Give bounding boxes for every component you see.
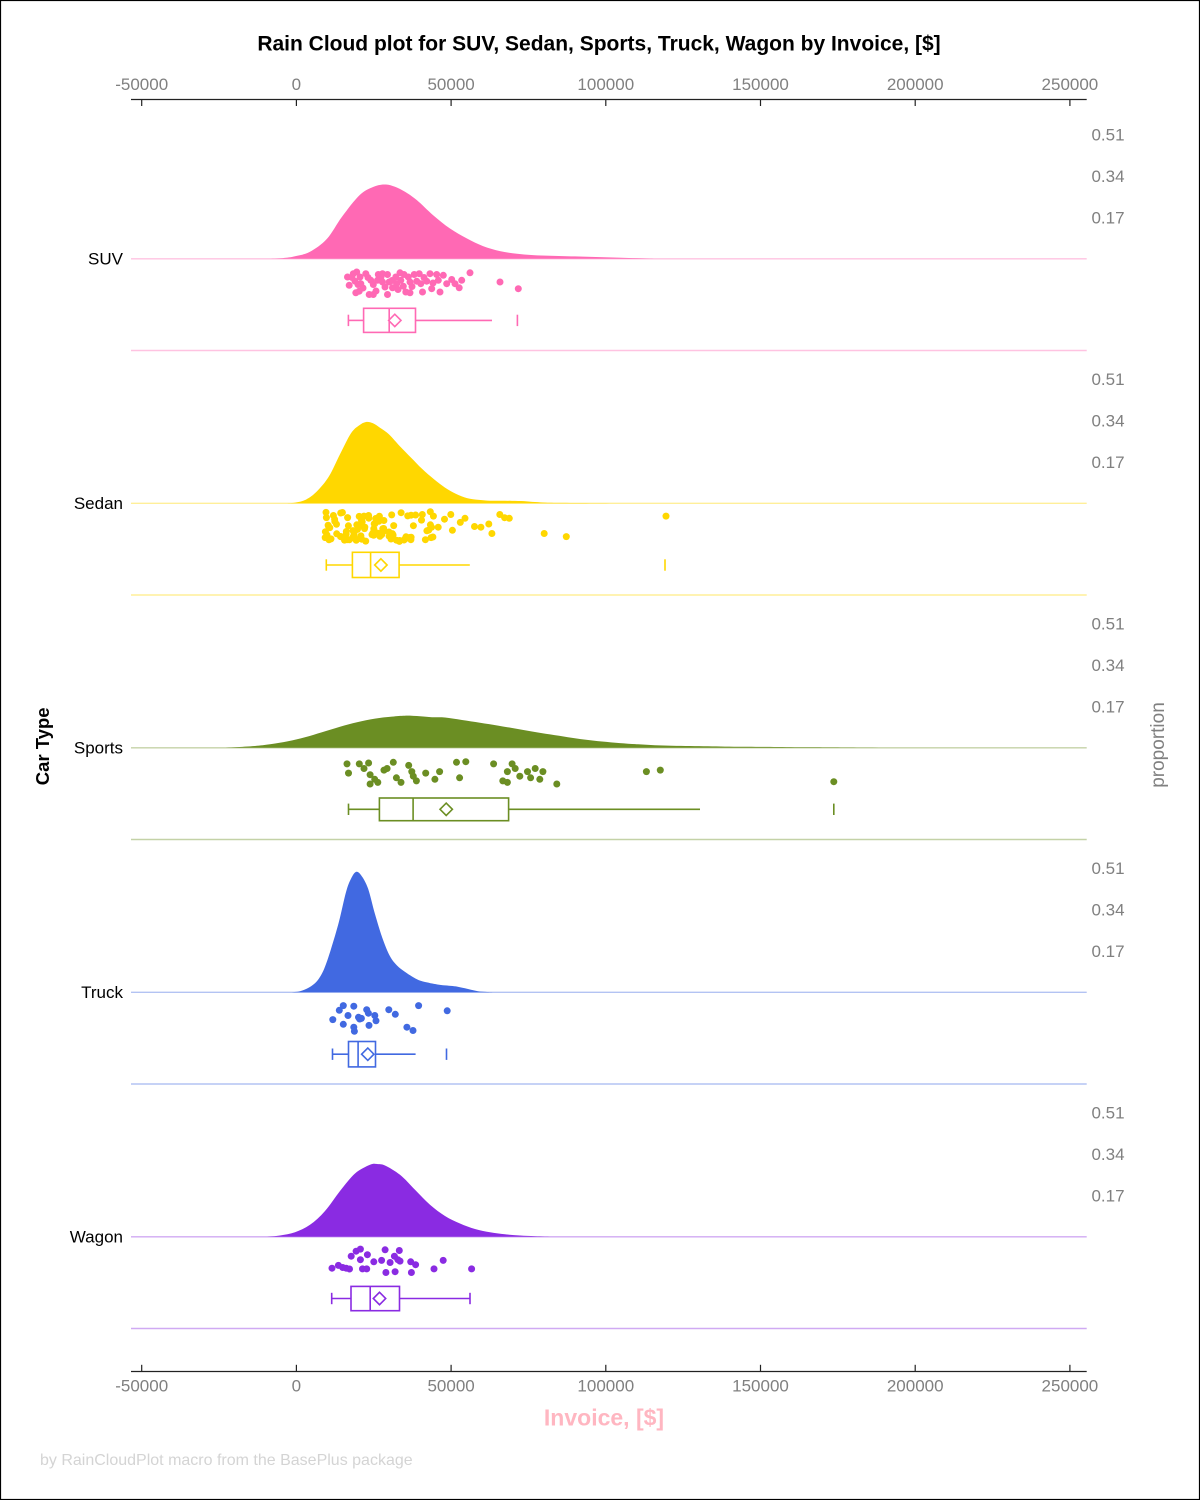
svg-text:0.51: 0.51 (1091, 1103, 1124, 1122)
svg-text:-50000: -50000 (115, 75, 168, 94)
svg-text:0.17: 0.17 (1091, 942, 1124, 961)
svg-text:0.17: 0.17 (1091, 453, 1124, 472)
svg-text:0.17: 0.17 (1091, 209, 1124, 228)
svg-text:50000: 50000 (427, 75, 474, 94)
svg-text:250000: 250000 (1042, 1376, 1099, 1395)
svg-text:0.34: 0.34 (1091, 167, 1124, 186)
svg-text:Car Type: Car Type (32, 707, 53, 785)
svg-text:150000: 150000 (732, 75, 789, 94)
svg-text:0: 0 (292, 75, 301, 94)
svg-text:0.34: 0.34 (1091, 656, 1124, 675)
svg-text:0.34: 0.34 (1091, 1145, 1124, 1164)
svg-text:0.51: 0.51 (1091, 614, 1124, 633)
svg-text:250000: 250000 (1042, 75, 1099, 94)
svg-text:200000: 200000 (887, 75, 944, 94)
svg-text:0.17: 0.17 (1091, 698, 1124, 717)
svg-text:0.34: 0.34 (1091, 412, 1124, 431)
svg-text:200000: 200000 (887, 1376, 944, 1395)
svg-text:Invoice, [$]: Invoice, [$] (544, 1404, 664, 1430)
svg-text:0.17: 0.17 (1091, 1187, 1124, 1206)
svg-text:by RainCloudPlot macro from th: by RainCloudPlot macro from the BasePlus… (40, 1452, 413, 1469)
svg-text:Sedan: Sedan (74, 494, 123, 513)
svg-text:0.34: 0.34 (1091, 900, 1124, 919)
svg-text:-50000: -50000 (115, 1376, 168, 1395)
svg-text:SUV: SUV (88, 249, 124, 268)
svg-text:150000: 150000 (732, 1376, 789, 1395)
svg-text:50000: 50000 (427, 1376, 474, 1395)
svg-text:Sports: Sports (74, 738, 123, 757)
svg-text:Rain Cloud plot for SUV, Sedan: Rain Cloud plot for SUV, Sedan, Sports, … (257, 33, 940, 56)
svg-text:0.51: 0.51 (1091, 125, 1124, 144)
svg-text:Truck: Truck (81, 983, 123, 1002)
svg-text:100000: 100000 (577, 75, 634, 94)
svg-text:0.51: 0.51 (1091, 370, 1124, 389)
svg-text:Wagon: Wagon (70, 1227, 123, 1246)
svg-text:0: 0 (292, 1376, 301, 1395)
svg-text:0.51: 0.51 (1091, 859, 1124, 878)
svg-text:proportion: proportion (1148, 702, 1169, 788)
svg-text:100000: 100000 (577, 1376, 634, 1395)
